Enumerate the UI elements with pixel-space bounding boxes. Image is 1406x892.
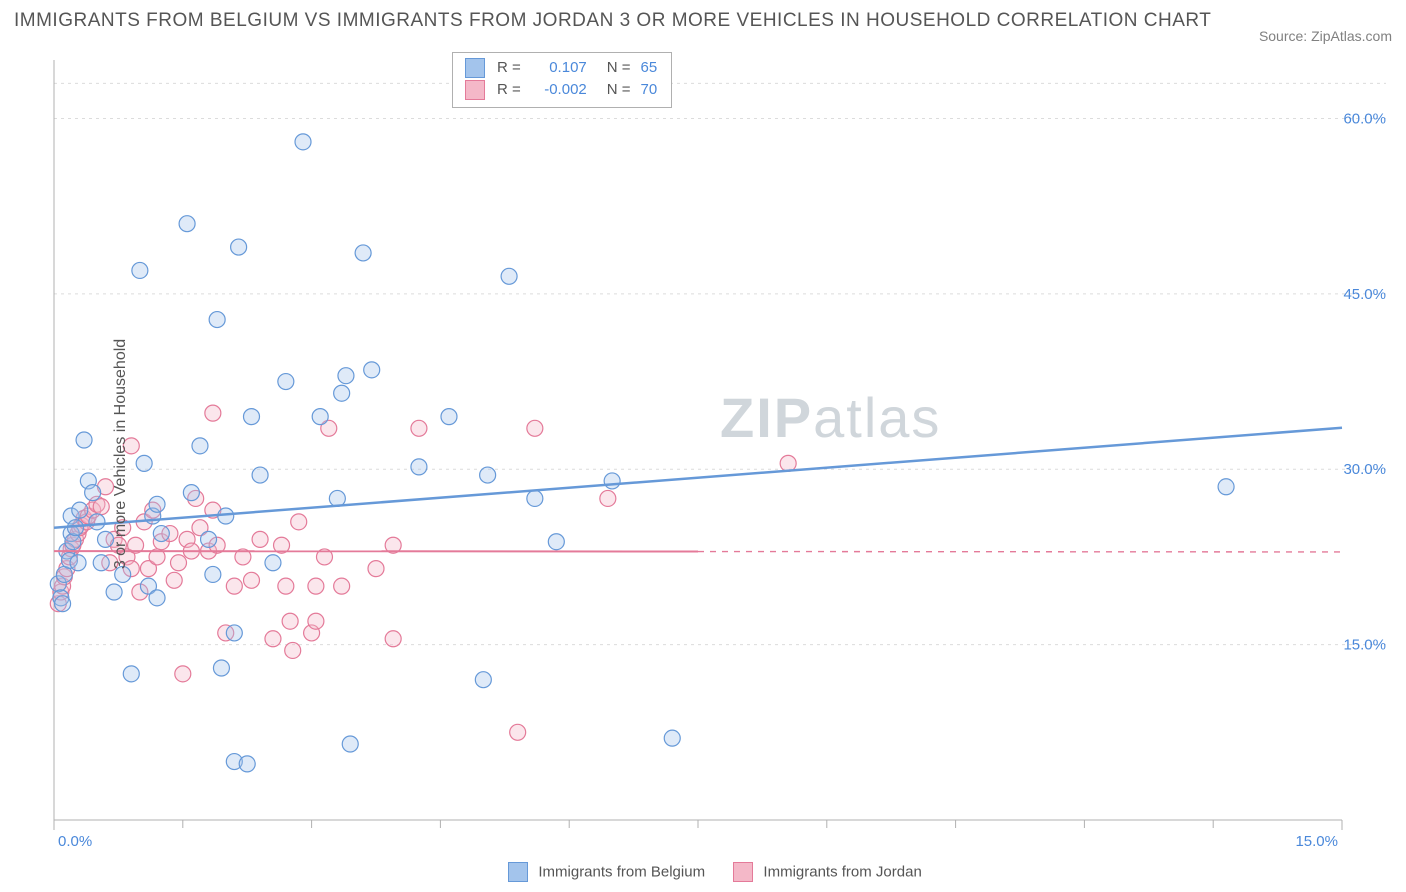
source-attribution: Source: ZipAtlas.com	[1259, 28, 1392, 44]
plot-container: 3 or more Vehicles in Household 15.0% 30.…	[46, 50, 1392, 858]
svg-text:15.0%: 15.0%	[1295, 833, 1338, 850]
n-label: N =	[607, 79, 631, 101]
n-label: N =	[607, 57, 631, 79]
r-label: R =	[497, 79, 521, 101]
legend-label-belgium: Immigrants from Belgium	[538, 864, 705, 881]
chart-title: IMMIGRANTS FROM BELGIUM VS IMMIGRANTS FR…	[14, 10, 1211, 32]
r-value-belgium: 0.107	[531, 57, 587, 79]
legend-label-jordan: Immigrants from Jordan	[763, 864, 921, 881]
n-value-jordan: 70	[641, 79, 658, 101]
n-value-belgium: 65	[641, 57, 658, 79]
swatch-jordan	[465, 80, 485, 100]
swatch-jordan	[733, 862, 753, 882]
svg-text:30.0%: 30.0%	[1343, 461, 1386, 478]
r-value-jordan: -0.002	[531, 79, 587, 101]
svg-text:0.0%: 0.0%	[58, 833, 92, 850]
swatch-belgium	[508, 862, 528, 882]
scatter-chart: 15.0% 30.0% 45.0% 60.0% 0.0% 15.0%	[46, 50, 1392, 858]
svg-text:15.0%: 15.0%	[1343, 637, 1386, 654]
legend-row-jordan: R = -0.002 N = 70	[465, 79, 657, 101]
y-axis-label: 3 or more Vehicles in Household	[112, 339, 130, 569]
swatch-belgium	[465, 58, 485, 78]
legend-row-belgium: R = 0.107 N = 65	[465, 57, 657, 79]
r-label: R =	[497, 57, 521, 79]
correlation-legend: R = 0.107 N = 65 R = -0.002 N = 70	[452, 52, 672, 108]
svg-text:60.0%: 60.0%	[1343, 110, 1386, 127]
svg-text:45.0%: 45.0%	[1343, 286, 1386, 303]
series-legend: Immigrants from Belgium Immigrants from …	[0, 862, 1406, 882]
